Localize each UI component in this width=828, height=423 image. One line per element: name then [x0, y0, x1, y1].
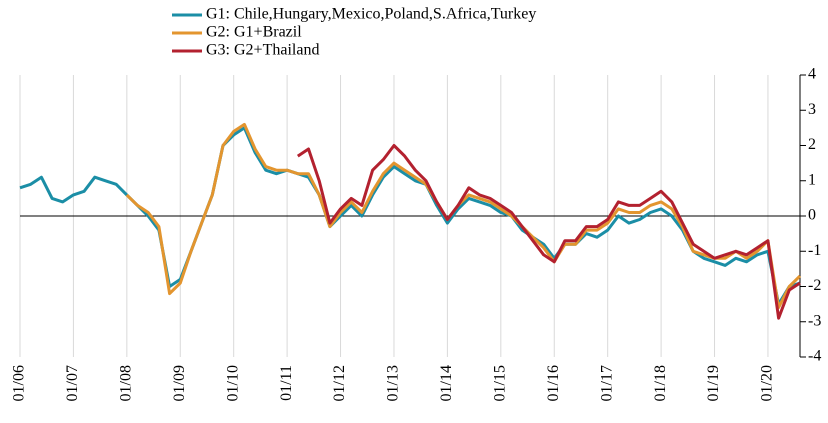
y-tick-label: 2	[808, 136, 816, 153]
y-tick-label: -4	[808, 348, 821, 365]
x-tick-label: 01/15	[491, 365, 508, 401]
y-tick-label: -2	[808, 277, 821, 294]
x-tick-label: 01/07	[64, 365, 81, 401]
x-tick-label: 01/11	[278, 365, 295, 401]
y-tick-label: 1	[808, 171, 816, 188]
series-line	[125, 122, 802, 310]
x-tick-label: 01/13	[385, 365, 402, 401]
x-tick-label: 01/18	[652, 365, 669, 401]
legend-label: G3: G2+Thailand	[206, 42, 319, 59]
y-tick-label: 0	[808, 207, 816, 224]
legend-label: G2: G1+Brazil	[206, 24, 302, 41]
y-tick-label: 3	[808, 101, 816, 118]
x-tick-label: 01/17	[598, 365, 615, 401]
x-tick-label: 01/08	[118, 365, 135, 401]
y-tick-label: 4	[808, 66, 816, 83]
series-line	[296, 144, 801, 320]
x-tick-label: 01/19	[705, 365, 722, 401]
x-tick-label: 01/16	[545, 365, 562, 401]
x-tick-label: 01/12	[331, 365, 348, 401]
series-line	[19, 126, 801, 306]
legend-label: G1: Chile,Hungary,Mexico,Poland,S.Africa…	[206, 6, 536, 23]
y-tick-label: -3	[808, 312, 821, 329]
x-tick-label: 01/20	[759, 365, 776, 401]
x-tick-label: 01/09	[171, 365, 188, 401]
x-tick-label: 01/14	[438, 365, 455, 401]
x-tick-label: 01/06	[11, 365, 28, 401]
x-tick-label: 01/10	[224, 365, 241, 401]
y-tick-label: -1	[808, 242, 821, 259]
